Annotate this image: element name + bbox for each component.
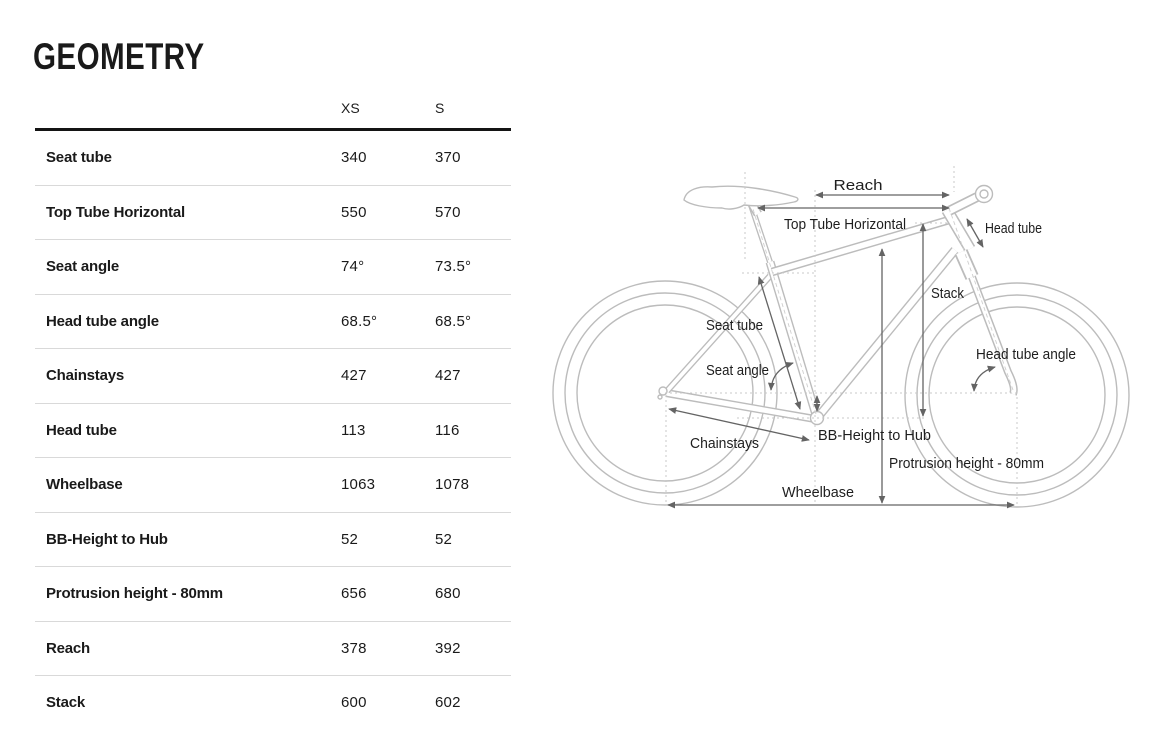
column-header-s: S <box>435 100 445 116</box>
row-label: Reach <box>46 639 91 657</box>
value-xs: 550 <box>341 203 367 221</box>
saddle-and-seatpost <box>683 185 799 217</box>
table-row: Chainstays 427 427 <box>35 349 511 404</box>
table-row: Top Tube Horizontal 550 570 <box>35 186 511 240</box>
value-s: 52 <box>435 530 453 548</box>
chainstays-label: Chainstays <box>690 435 759 452</box>
value-s: 1078 <box>435 476 470 494</box>
chainstays-arrow <box>668 407 810 442</box>
value-xs: 74° <box>341 258 365 276</box>
seat-angle-arc <box>767 362 794 391</box>
table-row: BB-Height to Hub 52 52 <box>35 513 511 567</box>
value-s: 68.5° <box>435 312 472 330</box>
head-tube-angle-label: Head tube angle <box>976 346 1076 363</box>
value-xs: 600 <box>341 694 367 712</box>
value-s: 392 <box>435 639 461 657</box>
dimension-arrows <box>667 191 1015 509</box>
geometry-table: XS S Seat tube 340 370 Top Tube Horizont… <box>35 88 511 730</box>
reach-label: Reach <box>834 177 883 194</box>
table-row: Protrusion height - 80mm 656 680 <box>35 567 511 622</box>
value-s: 680 <box>435 585 461 603</box>
seat-angle-label: Seat angle <box>706 362 769 379</box>
diagram-labels: Reach Top Tube Horizontal Head tube Stac… <box>690 177 1076 501</box>
head-tube-and-fork <box>941 206 1018 396</box>
table-row: Seat tube 340 370 <box>35 131 511 186</box>
head-tube-label: Head tube <box>985 220 1042 237</box>
table-header-row: XS S <box>35 88 511 131</box>
rear-dropout <box>657 386 668 400</box>
value-s: 602 <box>435 694 461 712</box>
row-label: Protrusion height - 80mm <box>46 585 223 603</box>
value-s: 370 <box>435 149 461 167</box>
column-header-xs: XS <box>341 100 360 116</box>
table-row: Stack 600 602 <box>35 676 511 730</box>
value-xs: 68.5° <box>341 312 378 330</box>
row-label: Seat tube <box>46 149 112 167</box>
row-label: Chainstays <box>46 367 125 385</box>
table-row: Head tube angle 68.5° 68.5° <box>35 295 511 349</box>
row-label: Seat angle <box>46 258 120 276</box>
frame <box>664 204 959 423</box>
wheelbase-label: Wheelbase <box>782 484 854 501</box>
row-label: BB-Height to Hub <box>46 530 168 548</box>
value-xs: 1063 <box>341 476 376 494</box>
row-label: Top Tube Horizontal <box>46 203 185 221</box>
row-label: Stack <box>46 694 86 712</box>
head-tube-angle-arc <box>970 365 996 392</box>
value-xs: 378 <box>341 639 367 657</box>
seat-tube-label: Seat tube <box>706 317 763 334</box>
table-row: Reach 378 392 <box>35 622 511 676</box>
page-title: GEOMETRY <box>33 36 205 77</box>
row-label: Wheelbase <box>46 476 123 494</box>
top-tube-horizontal-label: Top Tube Horizontal <box>784 216 906 233</box>
head-tube-arrow <box>966 218 984 248</box>
row-label: Head tube angle <box>46 312 159 330</box>
protrusion-height-label: Protrusion height - 80mm <box>889 455 1044 472</box>
value-s: 427 <box>435 367 461 385</box>
table-row: Seat angle 74° 73.5° <box>35 240 511 295</box>
value-xs: 52 <box>341 530 359 548</box>
value-xs: 427 <box>341 367 367 385</box>
row-label: Head tube <box>46 421 117 439</box>
value-s: 116 <box>435 421 460 439</box>
table-row: Head tube 113 116 <box>35 404 511 458</box>
bike-geometry-diagram: Reach Top Tube Horizontal Head tube Stac… <box>552 166 1130 509</box>
stack-label: Stack <box>931 285 964 302</box>
value-s: 73.5° <box>435 258 472 276</box>
stem-and-handlebar <box>946 184 994 216</box>
value-xs: 340 <box>341 149 367 167</box>
bb-height-to-hub-label: BB-Height to Hub <box>818 427 931 444</box>
value-xs: 656 <box>341 585 367 603</box>
table-row: Wheelbase 1063 1078 <box>35 458 511 513</box>
value-xs: 113 <box>341 421 366 439</box>
value-s: 570 <box>435 203 461 221</box>
